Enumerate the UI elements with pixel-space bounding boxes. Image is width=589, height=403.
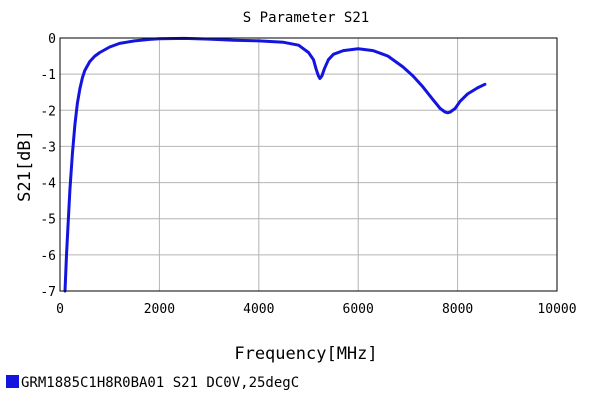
x-tick-label: 4000 [243, 302, 274, 317]
x-tick-label: 2000 [144, 302, 175, 317]
y-tick-label: -6 [40, 249, 56, 264]
series-line [63, 36, 487, 293]
y-tick-label: -1 [40, 68, 56, 83]
x-axis-title: Frequency[MHz] [234, 344, 377, 364]
y-tick-label: -7 [40, 285, 56, 300]
grid-lines [59, 37, 558, 292]
y-tick-label: -3 [40, 140, 56, 155]
x-tick-label: 10000 [537, 302, 576, 317]
y-tick-label: -4 [40, 177, 56, 192]
y-axis-ticks: 0 -1 -2 -3 -4 -5 -6 -7 [40, 32, 56, 300]
legend: GRM1885C1H8R0BA01 S21 DC0V,25degC [6, 375, 299, 391]
y-tick-label: 0 [48, 32, 56, 47]
legend-swatch [6, 375, 19, 388]
y-tick-label: -5 [40, 213, 56, 228]
y-axis-title: S21[dB] [15, 130, 35, 202]
x-tick-label: 8000 [442, 302, 473, 317]
chart-title: S Parameter S21 [243, 10, 369, 26]
x-tick-label: 6000 [343, 302, 374, 317]
series-layer [63, 36, 487, 293]
x-tick-label: 0 [56, 302, 64, 317]
x-axis-ticks: 0 2000 4000 6000 8000 10000 [56, 302, 576, 317]
y-tick-label: -2 [40, 104, 56, 119]
legend-label: GRM1885C1H8R0BA01 S21 DC0V,25degC [21, 375, 299, 391]
plot-frame [59, 37, 558, 292]
